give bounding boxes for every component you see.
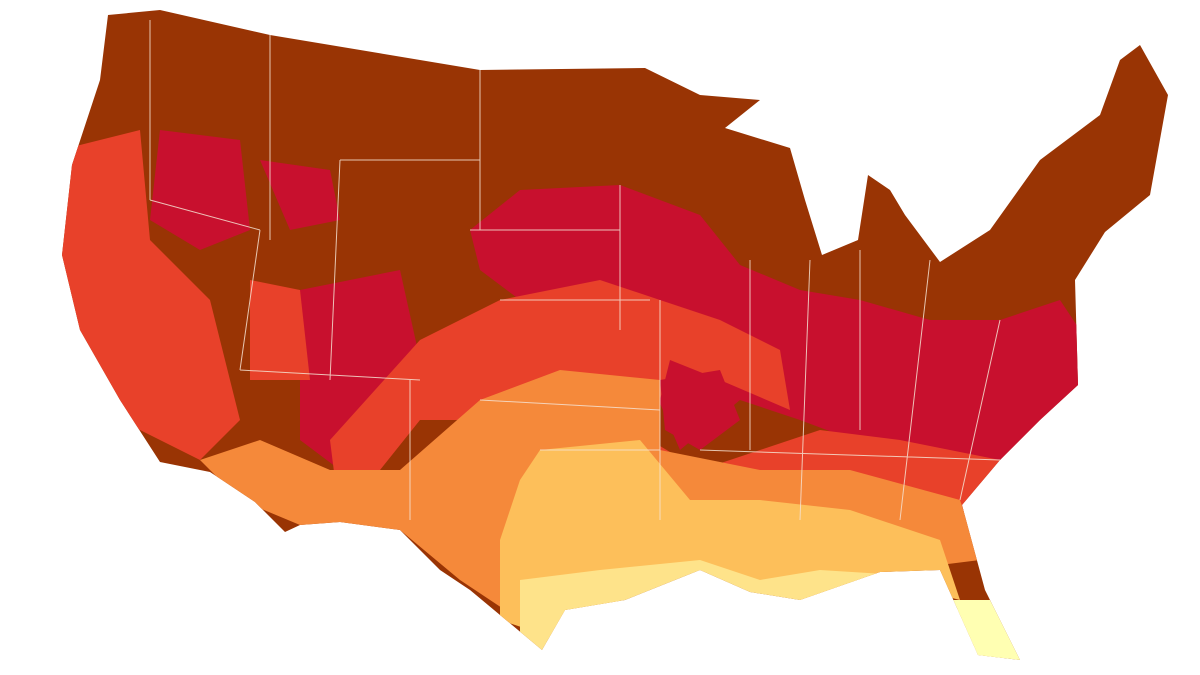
zone-red — [250, 280, 310, 380]
zone-crimson-west — [260, 160, 340, 230]
zone-crimson-west — [300, 270, 420, 470]
state-borders — [149, 20, 1001, 521]
zone-pale — [940, 600, 1030, 660]
zone-crimson — [470, 185, 1080, 460]
zone-red — [330, 280, 1000, 520]
zone-crimson — [660, 370, 740, 450]
